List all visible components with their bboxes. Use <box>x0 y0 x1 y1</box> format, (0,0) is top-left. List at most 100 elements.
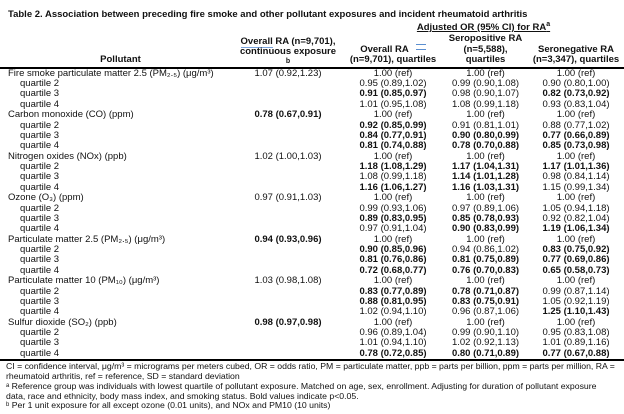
or-value-cell <box>233 162 343 172</box>
table-row: quartile 2 0.95 (0.89,1.02) 0.99 (0.90,1.0… <box>0 78 624 90</box>
quartile-label: quartile 3 <box>20 171 60 183</box>
table-body: Fire smoke particulate matter 2.5 (PM₂.₅… <box>0 68 624 361</box>
or-value-cell: 0.98 (0.90,1.07) <box>451 88 520 100</box>
quartile-label: quartile 4 <box>20 347 60 359</box>
or-value-cell: 0.77 (0.67,0.88) <box>542 347 610 359</box>
or-value-cell: 1.00 (ref) <box>556 316 596 328</box>
table-row: quartile 2 0.92 (0.85,0.99) 0.91 (0.81,1.0… <box>0 119 624 131</box>
table-row: quartile 3 1.01 (0.94,1.10) 1.02 (0.92,1.1… <box>0 338 624 349</box>
or-value-cell: 0.72 (0.68,0.77) <box>359 264 427 276</box>
header-spacer <box>0 21 343 34</box>
or-value-cell: 1.00 (ref) <box>466 233 505 245</box>
or-value-cell: 0.94 (0.86,1.02) <box>451 244 520 256</box>
quartile-label: quartile 4 <box>20 264 60 276</box>
table-row: quartile 2 1.18 (1.08,1.29) 1.17 (1.04,1.3… <box>0 161 624 173</box>
spanner-row: Adjusted OR (95% CI) for RAa <box>0 21 624 34</box>
or-value-cell: 0.81 (0.76,0.86) <box>359 254 427 266</box>
or-value-cell: 0.96 (0.89,1.04) <box>359 327 427 339</box>
table-row: quartile 4 0.72 (0.68,0.77) 0.76 (0.70,0.8… <box>0 264 624 276</box>
or-value-cell: 1.00 (ref) <box>556 275 596 287</box>
or-value-cell: 0.95 (0.83,1.08) <box>542 327 610 339</box>
or-value-cell: 1.25 (1.10,1.43) <box>542 306 610 318</box>
table-row: quartile 4 0.78 (0.72,0.85) 0.80 (0.71,0.8… <box>0 347 624 360</box>
or-value-cell: 1.17 (1.04,1.31) <box>451 161 520 173</box>
or-value-cell: 1.00 (ref) <box>466 67 505 79</box>
or-value-cell: 0.84 (0.77,0.91) <box>359 129 427 141</box>
quartile-label: quartile 2 <box>20 327 60 339</box>
or-value-cell: 0.91 (0.81,1.01) <box>451 119 520 131</box>
or-value-cell <box>233 89 343 99</box>
column-header-seropositive: Seropositive RA (n=5,588), quartiles <box>443 34 528 69</box>
quartile-label: quartile 2 <box>20 202 60 214</box>
or-value-cell: 0.81 (0.74,0.88) <box>359 140 427 152</box>
or-value-cell <box>233 121 343 131</box>
table-row: quartile 2 0.90 (0.85,0.96) 0.94 (0.86,1.0… <box>0 244 624 256</box>
or-value-cell: 1.00 (ref) <box>466 192 505 204</box>
or-value-cell: 1.00 (ref) <box>556 109 596 121</box>
or-value-cell: 1.18 (1.08,1.29) <box>359 161 427 173</box>
or-value-cell: 0.90 (0.85,0.96) <box>359 244 427 256</box>
or-value-cell: 1.14 (1.01,1.28) <box>451 171 520 183</box>
grammar-mark-icon <box>415 43 426 50</box>
table-row: Carbon monoxide (CO) (ppm) 0.78 (0.67,0.9… <box>0 109 624 121</box>
quartile-label: quartile 2 <box>20 285 60 297</box>
or-value-cell: 1.00 (ref) <box>373 150 413 162</box>
adjusted-or-label: Adjusted OR (95% CI) for RAa <box>416 21 551 34</box>
quartile-label: quartile 4 <box>20 306 60 318</box>
pollutant-label: Fire smoke particulate matter 2.5 (PM₂.₅… <box>8 67 214 79</box>
table-row: Nitrogen oxides (NOx) (ppb) 1.02 (1.00,1.… <box>0 150 624 162</box>
pollutant-label: Sulfur dioxide (SO₂) (ppb) <box>8 316 117 328</box>
or-value-cell: 0.98 (0.97,0.98) <box>254 316 322 328</box>
or-value-cell: 0.78 (0.71,0.87) <box>451 285 520 297</box>
or-value-cell: 0.83 (0.75,0.92) <box>542 244 610 256</box>
table-row: Ozone (O₃) (ppm) 0.97 (0.91,1.03) 1.00 (re… <box>0 192 624 204</box>
quartile-label: quartile 3 <box>20 88 60 100</box>
or-value-cell: 0.85 (0.78,0.93) <box>451 212 520 224</box>
or-value-cell <box>233 287 343 297</box>
pollutant-label: Carbon monoxide (CO) (ppm) <box>8 109 134 121</box>
spellcheck-underline: Overall <box>240 35 273 48</box>
table-row: quartile 2 0.96 (0.89,1.04) 0.99 (0.90,1.1… <box>0 327 624 339</box>
or-value-cell: 0.88 (0.77,1.02) <box>542 119 610 131</box>
or-value-cell: 0.83 (0.77,0.89) <box>359 285 427 297</box>
adjusted-or-spanner: Adjusted OR (95% CI) for RAa <box>343 21 624 34</box>
table-title: Table 2. Association between preceding f… <box>8 9 528 20</box>
table-row: quartile 4 0.97 (0.91,1.04) 0.90 (0.83,0.9… <box>0 223 624 235</box>
or-value-cell <box>233 204 343 214</box>
or-value-cell: 1.17 (1.01,1.36) <box>542 161 610 173</box>
footnote-b: ᵇ Per 1 unit exposure for all except ozo… <box>6 400 331 411</box>
or-value-cell: 1.00 (ref) <box>556 192 596 204</box>
table-row: quartile 3 1.08 (0.99,1.18) 1.14 (1.01,1.2… <box>0 171 624 183</box>
or-value-cell: 1.00 (ref) <box>466 275 505 287</box>
or-value-cell: 0.90 (0.83,0.99) <box>451 223 520 235</box>
or-value-cell: 1.02 (0.94,1.10) <box>359 306 427 318</box>
footnotes: CI = confidence interval, μg/m³ = microg… <box>0 361 624 411</box>
or-value-cell: 1.16 (1.06,1.27) <box>359 181 427 193</box>
or-value-cell: 0.91 (0.85,0.97) <box>359 88 427 100</box>
quartile-label: quartile 2 <box>20 119 60 131</box>
or-value-cell: 0.78 (0.70,0.88) <box>451 140 520 152</box>
or-value-cell: 1.03 (0.98,1.08) <box>254 275 322 287</box>
or-value-cell: 1.00 (ref) <box>373 109 413 121</box>
or-value-cell: 0.89 (0.83,0.95) <box>359 212 427 224</box>
table-row: quartile 3 0.84 (0.77,0.91) 0.90 (0.80,0.9… <box>0 129 624 141</box>
or-value-cell: 0.77 (0.66,0.89) <box>542 129 610 141</box>
table-row: quartile 4 1.02 (0.94,1.10) 0.96 (0.87,1.0… <box>0 306 624 318</box>
or-value-cell: 0.82 (0.73,0.92) <box>542 88 610 100</box>
or-value-cell: 1.19 (1.06,1.34) <box>542 223 610 235</box>
quartile-label: quartile 3 <box>20 212 60 224</box>
table-row: quartile 2 0.83 (0.77,0.89) 0.78 (0.71,0.8… <box>0 285 624 297</box>
or-value-cell: 0.92 (0.82,1.04) <box>542 212 610 224</box>
or-value-cell: 0.90 (0.80,1.00) <box>542 78 610 90</box>
or-value-cell: 0.99 (0.87,1.14) <box>542 285 610 297</box>
table-row: quartile 4 0.81 (0.74,0.88) 0.78 (0.70,0.8… <box>0 140 624 152</box>
or-value-cell: 0.97 (0.91,1.04) <box>359 223 427 235</box>
or-value-cell: 1.00 (ref) <box>556 233 596 245</box>
table-row: Fire smoke particulate matter 2.5 (PM₂.₅… <box>0 68 624 79</box>
or-value-cell: 0.93 (0.83,1.04) <box>542 98 610 110</box>
table-row: quartile 3 0.89 (0.83,0.95) 0.85 (0.78,0.9… <box>0 212 624 224</box>
table-row: Particulate matter 10 (PM₁₀) (μg/m³) 1.03… <box>0 275 624 287</box>
or-value-cell: 0.83 (0.75,0.91) <box>451 295 520 307</box>
column-header-pollutant: Pollutant <box>0 34 233 69</box>
or-value-cell: 1.00 (ref) <box>466 316 505 328</box>
